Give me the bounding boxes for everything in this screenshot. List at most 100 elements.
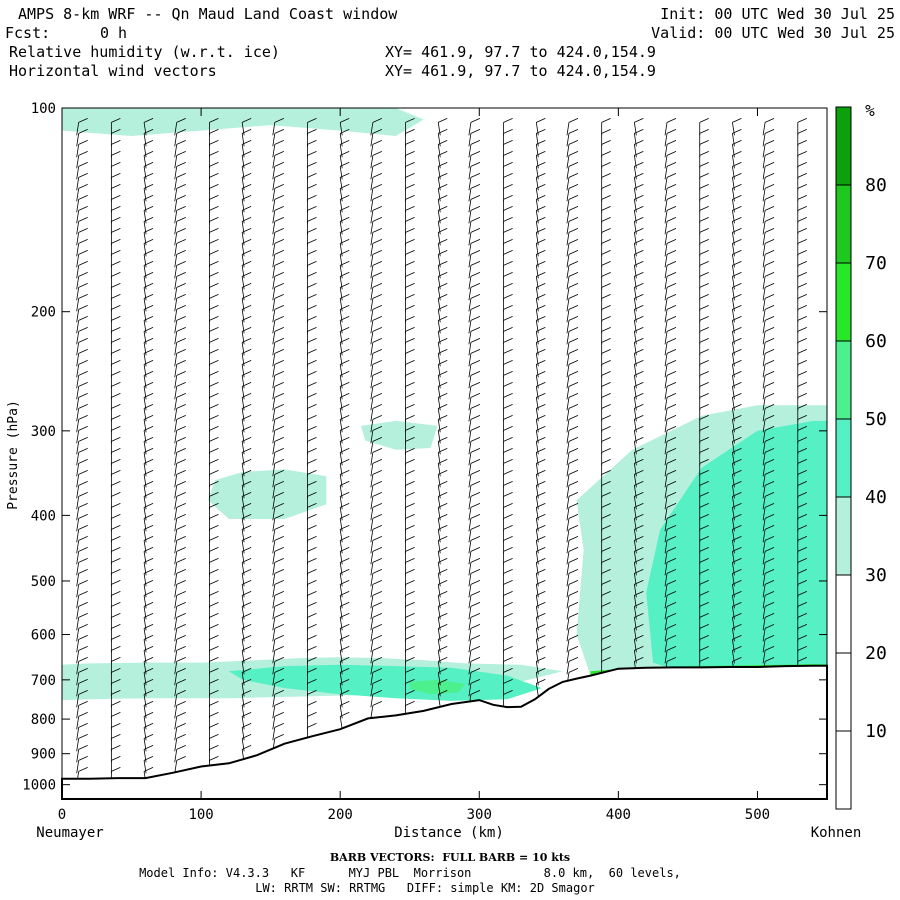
wind-barb: [664, 227, 677, 246]
wind-barb: [664, 172, 677, 191]
wind-barb: [566, 491, 579, 510]
wind-barb: [339, 513, 350, 532]
wind-barb: [566, 381, 579, 400]
wind-barb: [174, 568, 186, 587]
wind-barb: [370, 436, 383, 455]
wind-barb: [633, 161, 644, 180]
wind-barb: [437, 150, 448, 169]
wind-barb: [762, 326, 775, 345]
wind-barb: [762, 249, 775, 268]
wind-barb: [535, 216, 546, 235]
wind-barb: [633, 458, 644, 477]
wind-barb: [174, 271, 186, 290]
wind-barb: [241, 623, 252, 642]
wind-barb: [370, 315, 383, 334]
wind-barb: [468, 337, 481, 356]
wind-barb: [437, 359, 448, 378]
wind-barb: [370, 678, 383, 697]
barb-note: BARB VECTORS: FULL BARB = 10 kts: [329, 851, 571, 864]
wind-barb: [174, 480, 186, 499]
wind-barb: [272, 557, 284, 576]
wind-barb: [143, 403, 154, 422]
wind-barb: [76, 128, 88, 147]
left-station-label: Neumayer: [36, 825, 103, 841]
wind-barb: [76, 755, 88, 774]
wind-barb: [76, 733, 88, 752]
wind-barb: [633, 348, 644, 367]
wind-barb: [272, 656, 284, 675]
wind-barb: [468, 403, 481, 422]
wind-barb: [633, 502, 644, 521]
wind-barb: [664, 502, 677, 521]
wind-barb: [664, 425, 677, 444]
wind-barb: [174, 161, 186, 180]
wind-barb: [143, 348, 154, 367]
wind-barb: [732, 117, 742, 136]
wind-barb: [370, 337, 383, 356]
wind-barb: [76, 568, 88, 587]
wind-barb: [633, 645, 644, 664]
wind-barb: [664, 282, 677, 301]
wind-barb: [633, 216, 644, 235]
wind-barb: [633, 381, 644, 400]
wind-barb: [370, 139, 383, 158]
wind-barb: [272, 623, 284, 642]
y-tick-label: 500: [31, 574, 56, 590]
wind-barb: [370, 304, 383, 323]
wind-barb: [732, 249, 742, 268]
wind-barb: [241, 579, 252, 598]
wind-barb: [732, 436, 742, 455]
wind-barb: [143, 436, 154, 455]
wind-barb: [664, 293, 677, 312]
wind-barb: [633, 337, 644, 356]
wind-barb: [566, 557, 579, 576]
wind-barb: [535, 392, 546, 411]
wind-barb: [174, 128, 186, 147]
wind-barb: [370, 447, 383, 466]
wind-barb: [468, 315, 481, 334]
wind-barb: [339, 524, 350, 543]
wind-barb: [437, 392, 448, 411]
wind-barb: [468, 535, 481, 554]
right-station-label: Kohnen: [811, 825, 862, 841]
wind-barb: [143, 458, 154, 477]
colorbar-label: 80: [865, 175, 887, 196]
wind-barb: [76, 194, 88, 213]
wind-barb: [468, 161, 481, 180]
wind-barb: [732, 425, 742, 444]
wind-barb: [437, 645, 448, 664]
wind-barb: [566, 150, 579, 169]
wind-barb: [535, 205, 546, 224]
wind-barb: [174, 370, 186, 389]
wind-barb: [762, 436, 775, 455]
wind-barb: [762, 359, 775, 378]
wind-barb: [241, 128, 252, 147]
wind-barb: [76, 381, 88, 400]
wind-barb: [535, 557, 546, 576]
wind-barb: [339, 282, 350, 301]
wind-barb: [732, 260, 742, 279]
wind-barb: [566, 513, 579, 532]
wind-barb: [566, 194, 579, 213]
wind-barb: [272, 678, 284, 697]
wind-barb: [535, 590, 546, 609]
wind-barb: [732, 293, 742, 312]
wind-barb: [174, 139, 186, 158]
wind-barb: [566, 304, 579, 323]
wind-barb: [535, 337, 546, 356]
wind-barb: [732, 282, 742, 301]
wind-barb: [370, 359, 383, 378]
wind-barb: [437, 304, 448, 323]
wind-barb: [143, 590, 154, 609]
wind-barb: [437, 491, 448, 510]
wind-barb: [732, 348, 742, 367]
wind-barb: [174, 634, 186, 653]
wind-barb: [468, 645, 481, 664]
wind-barb: [762, 414, 775, 433]
wind-barb: [339, 645, 350, 664]
wind-barb: [370, 590, 383, 609]
wind-barb: [732, 172, 742, 191]
wind-barb: [339, 480, 350, 499]
wind-barb: [143, 238, 154, 257]
wind-barb: [174, 238, 186, 257]
